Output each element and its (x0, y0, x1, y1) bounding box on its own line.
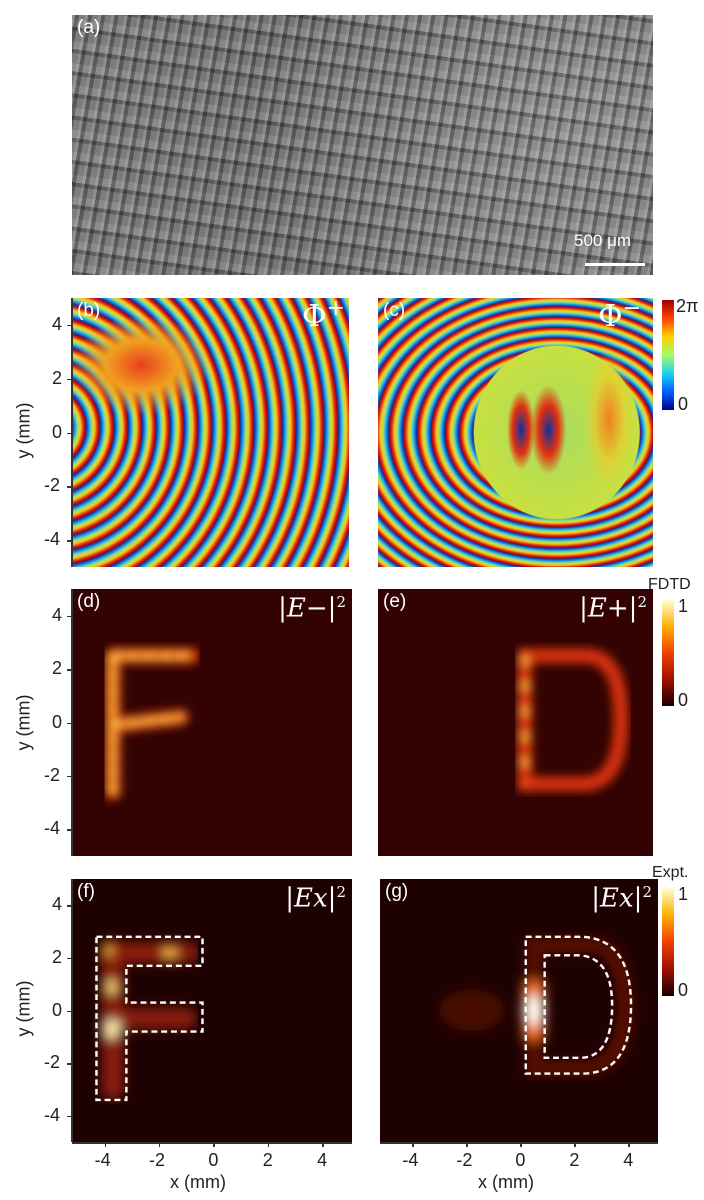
colorbar-fdtd-min: 0 (678, 690, 689, 710)
colorbar-expt-min: 0 (678, 980, 689, 1000)
y-axis-line (71, 589, 73, 856)
x-tick-label: -2 (148, 1150, 165, 1170)
panel-d-annotation: |E−|2 (278, 593, 346, 624)
x-tick-label: -4 (402, 1150, 419, 1170)
panel-b-label: (b) (77, 300, 101, 321)
x-axis-label-f: x (mm) (170, 1172, 226, 1192)
y-tick-mark (67, 722, 72, 724)
panel-a-label: (a) (77, 17, 101, 38)
panel-e-annotation: |E+|2 (579, 593, 647, 624)
colorbar-expt-max: 1 (678, 884, 689, 904)
y-tick-label: -4 (44, 1104, 61, 1125)
x-axis-label-g: x (mm) (478, 1172, 534, 1192)
panel-d-label: (d) (77, 591, 101, 612)
panel-b-annotation: Φ+ (301, 298, 345, 334)
y-tick-label: -4 (44, 529, 61, 550)
y-tick-mark (67, 775, 72, 778)
y-tick-label: 4 (52, 604, 63, 625)
x-tick-label: 2 (569, 1150, 580, 1170)
panel-g-label: (g) (385, 881, 409, 902)
panel-a-sem-image: (a) 500 μm (72, 15, 653, 275)
x-tick-label: 2 (262, 1150, 273, 1170)
panel-e-intensity-map: (e) |E+|2 (378, 589, 653, 856)
x-tick-label: 0 (208, 1150, 219, 1170)
panel-e-label: (e) (383, 591, 407, 612)
y-tick-mark (67, 905, 72, 907)
x-tick-mark (322, 1142, 324, 1147)
colorbar-expt (662, 888, 674, 996)
colorbar-fdtd-title: FDTD (648, 576, 691, 593)
colorbar-phase (662, 300, 674, 410)
x-axis-line (72, 1142, 352, 1144)
x-tick-mark (520, 1142, 522, 1147)
panel-g-intensity-map: (g) |Ex|2 (380, 879, 658, 1142)
panel-g-heatmap (439, 935, 634, 1077)
panel-c-label: (c) (383, 300, 406, 321)
y-tick-label: 2 (52, 367, 63, 388)
y-axis-label-row1: y (mm) (13, 402, 34, 459)
y-tick-mark (67, 1010, 72, 1012)
y-tick-label: -2 (44, 475, 61, 496)
colorbar-phase-min: 0 (678, 394, 689, 414)
x-tick-mark (412, 1142, 414, 1147)
y-tick-label: 4 (52, 894, 63, 915)
x-tick-label: 0 (515, 1150, 526, 1170)
y-tick-label: -2 (44, 1052, 61, 1073)
y-axis-line (71, 879, 73, 1142)
y-axis-line (71, 298, 73, 567)
panel-b-phase-map: (b) Φ+ (72, 298, 349, 567)
panel-f-label: (f) (77, 881, 95, 902)
colorbar-fdtd (662, 600, 674, 706)
x-tick-label: -4 (94, 1150, 111, 1170)
x-tick-mark (213, 1142, 215, 1147)
y-tick-mark (67, 432, 72, 434)
panel-c-phase-map: (c) Φ− (378, 298, 653, 567)
panel-f-annotation: |Ex|2 (285, 883, 346, 914)
x-tick-label: -2 (456, 1150, 473, 1170)
panel-d-intensity-map: (d) |E−|2 (72, 589, 352, 856)
y-tick-mark (67, 1063, 72, 1065)
colorbar-phase-max: 2π (676, 296, 699, 316)
panel-c-annotation: Φ− (597, 298, 641, 334)
panel-d-heatmap (104, 647, 200, 800)
y-tick-label: -4 (44, 818, 61, 839)
x-tick-mark (104, 1142, 107, 1147)
scale-bar (585, 263, 645, 266)
scale-bar-label: 500 μm (574, 231, 632, 250)
y-tick-mark (67, 486, 72, 488)
panel-f-heatmap (95, 935, 204, 1102)
y-axis-label-row3: y (mm) (13, 980, 34, 1037)
x-tick-mark (574, 1142, 576, 1147)
x-tick-mark (158, 1142, 161, 1147)
y-tick-mark (67, 957, 72, 960)
y-tick-label: 0 (52, 711, 63, 732)
panel-f-intensity-map: (f) |Ex|2 (72, 879, 352, 1142)
y-tick-label: 4 (52, 313, 63, 334)
y-tick-mark (67, 540, 72, 542)
y-tick-label: 2 (52, 946, 63, 967)
x-tick-mark (466, 1142, 468, 1147)
x-tick-label: 4 (623, 1150, 634, 1170)
y-tick-mark (67, 378, 72, 381)
y-tick-label: 2 (52, 658, 63, 679)
x-tick-mark (628, 1142, 630, 1147)
x-tick-label: 4 (317, 1150, 328, 1170)
panel-e-heatmap (517, 648, 629, 792)
panel-g-annotation: |Ex|2 (591, 883, 652, 914)
y-axis-label-row2: y (mm) (13, 694, 34, 751)
y-tick-mark (67, 829, 72, 831)
y-tick-label: -2 (44, 764, 61, 785)
y-tick-label: 0 (52, 999, 63, 1020)
x-axis-line (380, 1142, 658, 1144)
y-tick-mark (67, 615, 72, 618)
colorbar-expt-title: Expt. (652, 864, 689, 881)
colorbar-fdtd-max: 1 (678, 596, 689, 616)
x-tick-mark (267, 1142, 270, 1147)
y-tick-mark (67, 669, 72, 671)
y-tick-label: 0 (52, 421, 63, 442)
y-tick-mark (67, 1115, 72, 1118)
y-tick-mark (67, 324, 72, 327)
